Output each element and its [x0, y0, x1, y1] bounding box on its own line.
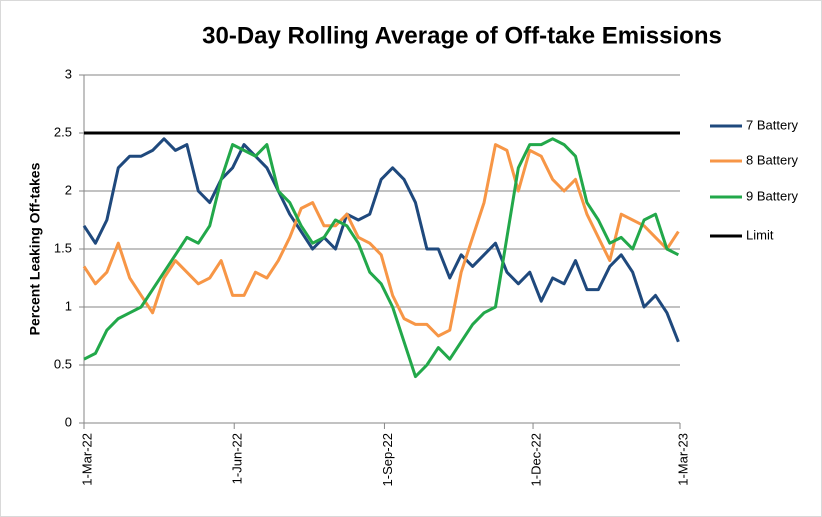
y-tick-label: 1 [65, 298, 72, 313]
y-tick-label: 2.5 [54, 124, 72, 139]
x-tick-label: 1-Sep-22 [380, 433, 395, 486]
y-tick-label: 0 [65, 414, 72, 429]
y-tick-label: 0.5 [54, 356, 72, 371]
x-tick-label: 1-Jun-22 [230, 433, 245, 484]
x-tick-label: 1-Mar-23 [675, 433, 690, 486]
y-tick-label: 1.5 [54, 240, 72, 255]
legend-label: 7 Battery [746, 117, 799, 132]
x-tick-label: 1-Dec-22 [528, 433, 543, 486]
legend-label: 8 Battery [746, 152, 799, 167]
legend-label: 9 Battery [746, 188, 799, 203]
series-line [83, 137, 680, 379]
y-tick-label: 3 [65, 66, 72, 81]
x-tick-label: 1-Mar-22 [79, 433, 94, 486]
y-tick-label: 2 [65, 182, 72, 197]
series-line [82, 143, 680, 338]
legend-label: Limit [746, 227, 774, 242]
chart-title: 30-Day Rolling Average of Off-take Emiss… [202, 22, 722, 49]
series-line [82, 137, 680, 343]
y-axis-label: Percent Leaking Off-takes [27, 162, 43, 335]
